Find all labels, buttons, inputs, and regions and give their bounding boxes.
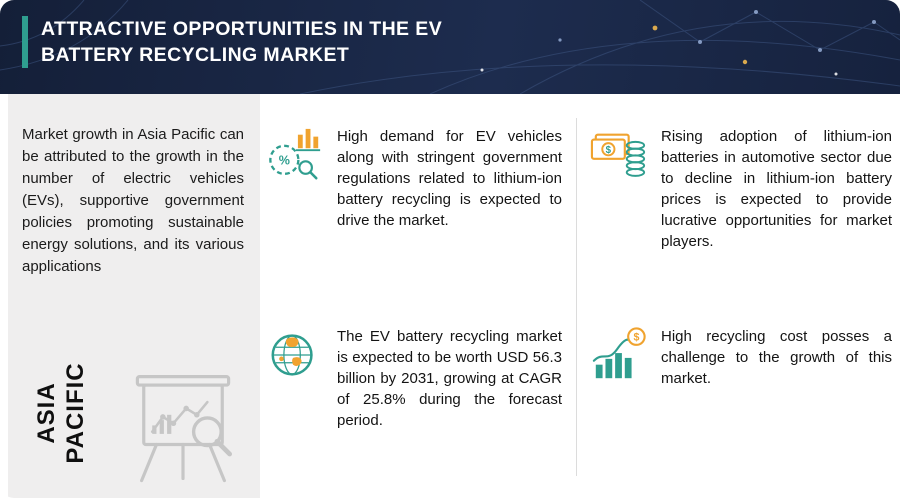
region-panel: Market growth in Asia Pacific can be att… — [8, 94, 260, 498]
chart-presentation-illustration — [135, 375, 233, 483]
column-divider — [576, 118, 577, 476]
card-text: High demand for EV vehicles along with s… — [337, 128, 562, 229]
svg-text:$: $ — [606, 145, 612, 156]
header-title-block: ATTRACTIVE OPPORTUNITIES IN THE EV BATTE… — [22, 16, 442, 68]
svg-text:%: % — [279, 154, 290, 168]
opportunity-card-demand: % High demand for EV vehicles along with… — [266, 126, 562, 231]
market-analysis-icon: % — [269, 128, 321, 180]
title-accent-bar — [22, 16, 28, 68]
opportunity-card-adoption: $ Rising adoption of lithium-ion batteri… — [590, 126, 892, 252]
card-text: High recycling cost posses a challenge t… — [661, 328, 892, 387]
header-banner: ATTRACTIVE OPPORTUNITIES IN THE EV BATTE… — [0, 0, 900, 94]
region-label-line1: ASIA — [33, 382, 60, 444]
card-text: The EV battery recycling market is expec… — [337, 328, 562, 429]
region-label: ASIA PACIFIC — [30, 346, 92, 480]
region-description: Market growth in Asia Pacific can be att… — [22, 126, 244, 275]
network-pattern-decoration — [0, 0, 900, 94]
opportunity-card-cost-challenge: $ High recycling cost posses a challenge… — [590, 326, 892, 389]
svg-text:$: $ — [633, 332, 639, 344]
globe-icon — [271, 334, 313, 376]
money-coins-icon: $ — [590, 133, 646, 177]
card-text: Rising adoption of lithium-ion batteries… — [661, 128, 892, 250]
page-title-line1: ATTRACTIVE OPPORTUNITIES IN THE EV — [41, 18, 443, 40]
opportunity-card-market-size: The EV battery recycling market is expec… — [266, 326, 562, 431]
page-title: ATTRACTIVE OPPORTUNITIES IN THE EV BATTE… — [41, 16, 442, 68]
region-label-line2: PACIFIC — [62, 362, 89, 464]
cost-chart-icon: $ — [592, 327, 646, 379]
page-title-line2: BATTERY RECYCLING MARKET — [41, 44, 350, 66]
